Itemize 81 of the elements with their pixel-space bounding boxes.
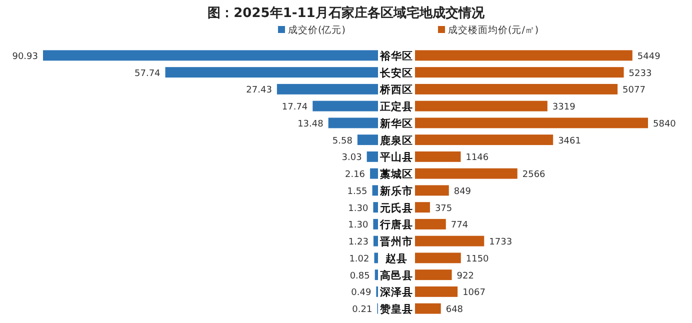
- data-label: 0.49: [351, 288, 372, 298]
- bar: [328, 118, 378, 128]
- y-tick-label: 桥西区: [379, 83, 413, 96]
- bar: [415, 151, 461, 162]
- bar: [415, 236, 484, 246]
- data-label: 1067: [462, 288, 486, 298]
- data-label: 0.85: [350, 271, 370, 282]
- bar: [415, 84, 618, 94]
- data-label: 5840: [653, 119, 676, 130]
- data-label: 1.30: [348, 220, 368, 231]
- y-tick-label: 晋州市: [379, 235, 413, 248]
- bar: [373, 202, 378, 213]
- data-label: 5.58: [332, 136, 353, 146]
- data-label: 5233: [628, 68, 652, 79]
- bar: [415, 252, 461, 264]
- bar: [372, 185, 378, 196]
- data-label: 3319: [552, 102, 576, 113]
- data-label: 2.16: [344, 170, 366, 180]
- y-tick-label: 长安区: [379, 66, 413, 80]
- data-label: 849: [454, 186, 472, 197]
- y-tick-label: 正定县: [379, 100, 413, 114]
- data-label: 90.93: [12, 52, 38, 62]
- data-label: 13.48: [298, 119, 324, 130]
- bar: [415, 218, 446, 230]
- bar: [374, 252, 378, 264]
- y-tick-label: 赵县: [384, 252, 408, 265]
- data-label: 3.03: [342, 153, 362, 164]
- y-tick-label: 赞皇县: [379, 302, 413, 316]
- y-tick-label: 新乐市: [379, 184, 413, 198]
- legend-label: 成交楼面均价(元/㎡): [448, 24, 539, 36]
- data-label: 1.23: [348, 238, 368, 248]
- bar: [415, 270, 452, 280]
- bar: [43, 50, 378, 61]
- data-label: 648: [446, 305, 464, 316]
- bar: [373, 218, 378, 230]
- y-tick-label: 平山县: [379, 150, 413, 164]
- bar: [366, 151, 378, 162]
- y-tick-label: 深泽县: [379, 286, 413, 299]
- data-label: 17.74: [282, 102, 308, 113]
- data-label: 2566: [522, 170, 546, 180]
- data-label: 57.74: [134, 68, 161, 79]
- chart-title: 图：2025年1-11月石家庄各区域宅地成交情况: [208, 5, 486, 21]
- bar: [370, 168, 378, 179]
- data-label: 1.02: [349, 254, 370, 264]
- y-tick-label: 新华区: [379, 116, 413, 130]
- bar: [415, 134, 554, 146]
- legend-label: 成交价(亿元): [288, 24, 346, 36]
- bar: [415, 202, 430, 213]
- bar: [415, 100, 548, 112]
- bar: [357, 134, 378, 146]
- y-tick-label: 高邑县: [380, 268, 413, 282]
- data-label: 1733: [489, 238, 512, 248]
- y-tick-label: 裕华区: [379, 49, 413, 62]
- bar: [415, 286, 458, 297]
- data-label: 5449: [637, 52, 661, 62]
- data-label: 774: [450, 220, 468, 231]
- data-label: 1.55: [347, 186, 368, 197]
- bar: [276, 84, 378, 94]
- data-label: 3461: [558, 136, 581, 146]
- y-tick-label: 鹿泉区: [379, 134, 413, 147]
- data-label: 922: [456, 271, 474, 282]
- bar: [415, 185, 449, 196]
- data-label: 375: [434, 204, 452, 214]
- y-tick-label: 元氏县: [379, 201, 413, 214]
- bar: [373, 236, 378, 246]
- bar: [415, 118, 648, 128]
- data-label: 5077: [622, 86, 646, 96]
- y-tick-label: 藁城区: [379, 168, 413, 181]
- data-label: 1.30: [348, 204, 368, 214]
- bar: [165, 67, 378, 78]
- data-label: 1146: [466, 153, 489, 164]
- bar: [415, 67, 624, 78]
- bar: [415, 168, 518, 179]
- data-label: 0.21: [352, 305, 372, 316]
- y-tick-label: 行唐县: [379, 218, 413, 232]
- bar: [415, 50, 632, 61]
- data-label: 1150: [466, 254, 490, 264]
- data-label: 27.43: [246, 86, 272, 96]
- bar: [374, 270, 378, 280]
- bar: [312, 100, 378, 112]
- bar: [415, 303, 441, 314]
